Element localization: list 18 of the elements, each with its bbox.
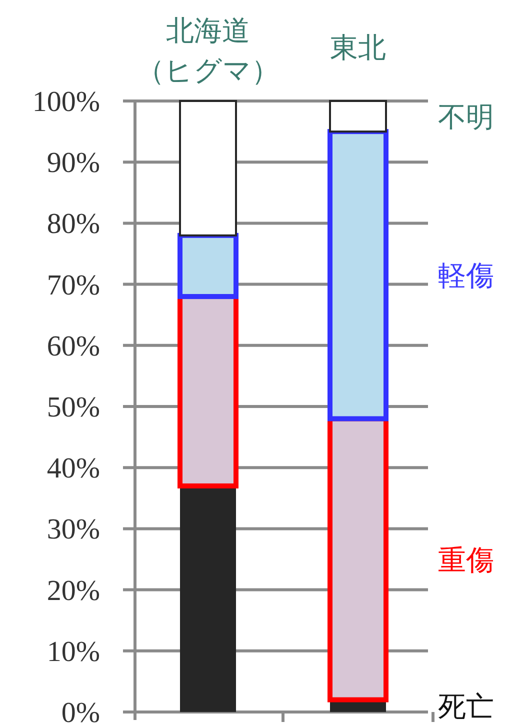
y-tick-label: 40% [46, 452, 100, 485]
y-tick-label: 70% [46, 269, 100, 302]
series-label: 死亡 [438, 690, 494, 723]
y-tick-label: 50% [46, 392, 100, 424]
y-tick-label: 90% [46, 147, 100, 180]
bar [329, 100, 387, 133]
y-tick-label: 0% [61, 697, 100, 727]
y-tick-label: 80% [46, 208, 100, 240]
y-tick-label: 60% [46, 330, 100, 362]
series-label: 軽傷 [438, 259, 494, 292]
x-tick-label: 北海道（ヒグマ） [136, 14, 280, 87]
series-label: 不明 [438, 100, 494, 134]
y-tick-label: 20% [46, 574, 100, 607]
x-tick-label: 東北 [330, 31, 386, 64]
y-tick-label: 10% [46, 636, 100, 668]
series-label: 重傷 [438, 543, 494, 576]
y-tick-label: 30% [46, 514, 100, 546]
y-tick-label: 100% [32, 86, 100, 118]
